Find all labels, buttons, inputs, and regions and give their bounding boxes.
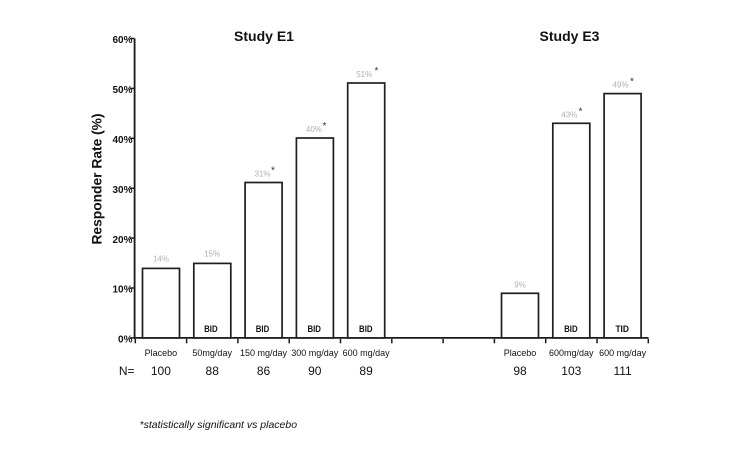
svg-text:50mg/day: 50mg/day [192, 348, 232, 358]
svg-text:N=: N= [119, 364, 135, 378]
svg-text:14%: 14% [153, 255, 169, 264]
svg-text:Placebo: Placebo [504, 348, 537, 358]
svg-text:TID: TID [615, 324, 629, 335]
svg-text:*: * [271, 166, 275, 177]
svg-text:40%: 40% [112, 135, 132, 146]
svg-text:90: 90 [308, 364, 322, 378]
svg-text:0%: 0% [118, 335, 133, 346]
svg-text:600 mg/day: 600 mg/day [599, 348, 647, 358]
svg-text:Study E3: Study E3 [540, 28, 600, 44]
svg-text:Study E1: Study E1 [234, 28, 294, 44]
svg-text:*statistically significant vs: *statistically significant vs placebo [140, 419, 298, 431]
svg-text:49%: 49% [613, 81, 629, 90]
svg-text:15%: 15% [204, 250, 220, 259]
svg-text:150 mg/day: 150 mg/day [240, 348, 288, 358]
svg-text:300 mg/day: 300 mg/day [291, 348, 339, 358]
svg-text:103: 103 [561, 364, 581, 378]
svg-text:111: 111 [613, 364, 632, 378]
svg-text:50%: 50% [112, 85, 132, 96]
svg-text:9%: 9% [514, 280, 526, 289]
svg-text:10%: 10% [112, 285, 132, 296]
svg-text:BID: BID [564, 324, 578, 335]
svg-text:31%: 31% [254, 170, 270, 179]
svg-text:600mg/day: 600mg/day [549, 348, 594, 358]
svg-text:98: 98 [513, 364, 527, 378]
svg-text:51%: 51% [356, 70, 372, 79]
svg-text:86: 86 [257, 364, 271, 378]
svg-text:BID: BID [256, 324, 270, 335]
svg-text:*: * [375, 66, 379, 77]
svg-text:60%: 60% [112, 35, 132, 46]
svg-text:*: * [579, 106, 583, 117]
svg-text:Responder Rate (%): Responder Rate (%) [90, 113, 105, 244]
svg-text:*: * [630, 77, 634, 88]
svg-text:43%: 43% [561, 110, 577, 119]
svg-text:40%: 40% [306, 125, 322, 134]
svg-text:88: 88 [206, 364, 220, 378]
svg-text:20%: 20% [112, 235, 132, 246]
svg-text:89: 89 [359, 364, 373, 378]
svg-text:100: 100 [151, 364, 171, 378]
svg-text:30%: 30% [112, 185, 132, 196]
svg-text:BID: BID [359, 324, 373, 335]
svg-text:Placebo: Placebo [145, 348, 178, 358]
svg-text:BID: BID [307, 324, 321, 335]
svg-text:BID: BID [204, 324, 218, 335]
svg-text:600 mg/day: 600 mg/day [343, 348, 391, 358]
svg-text:*: * [323, 121, 327, 132]
